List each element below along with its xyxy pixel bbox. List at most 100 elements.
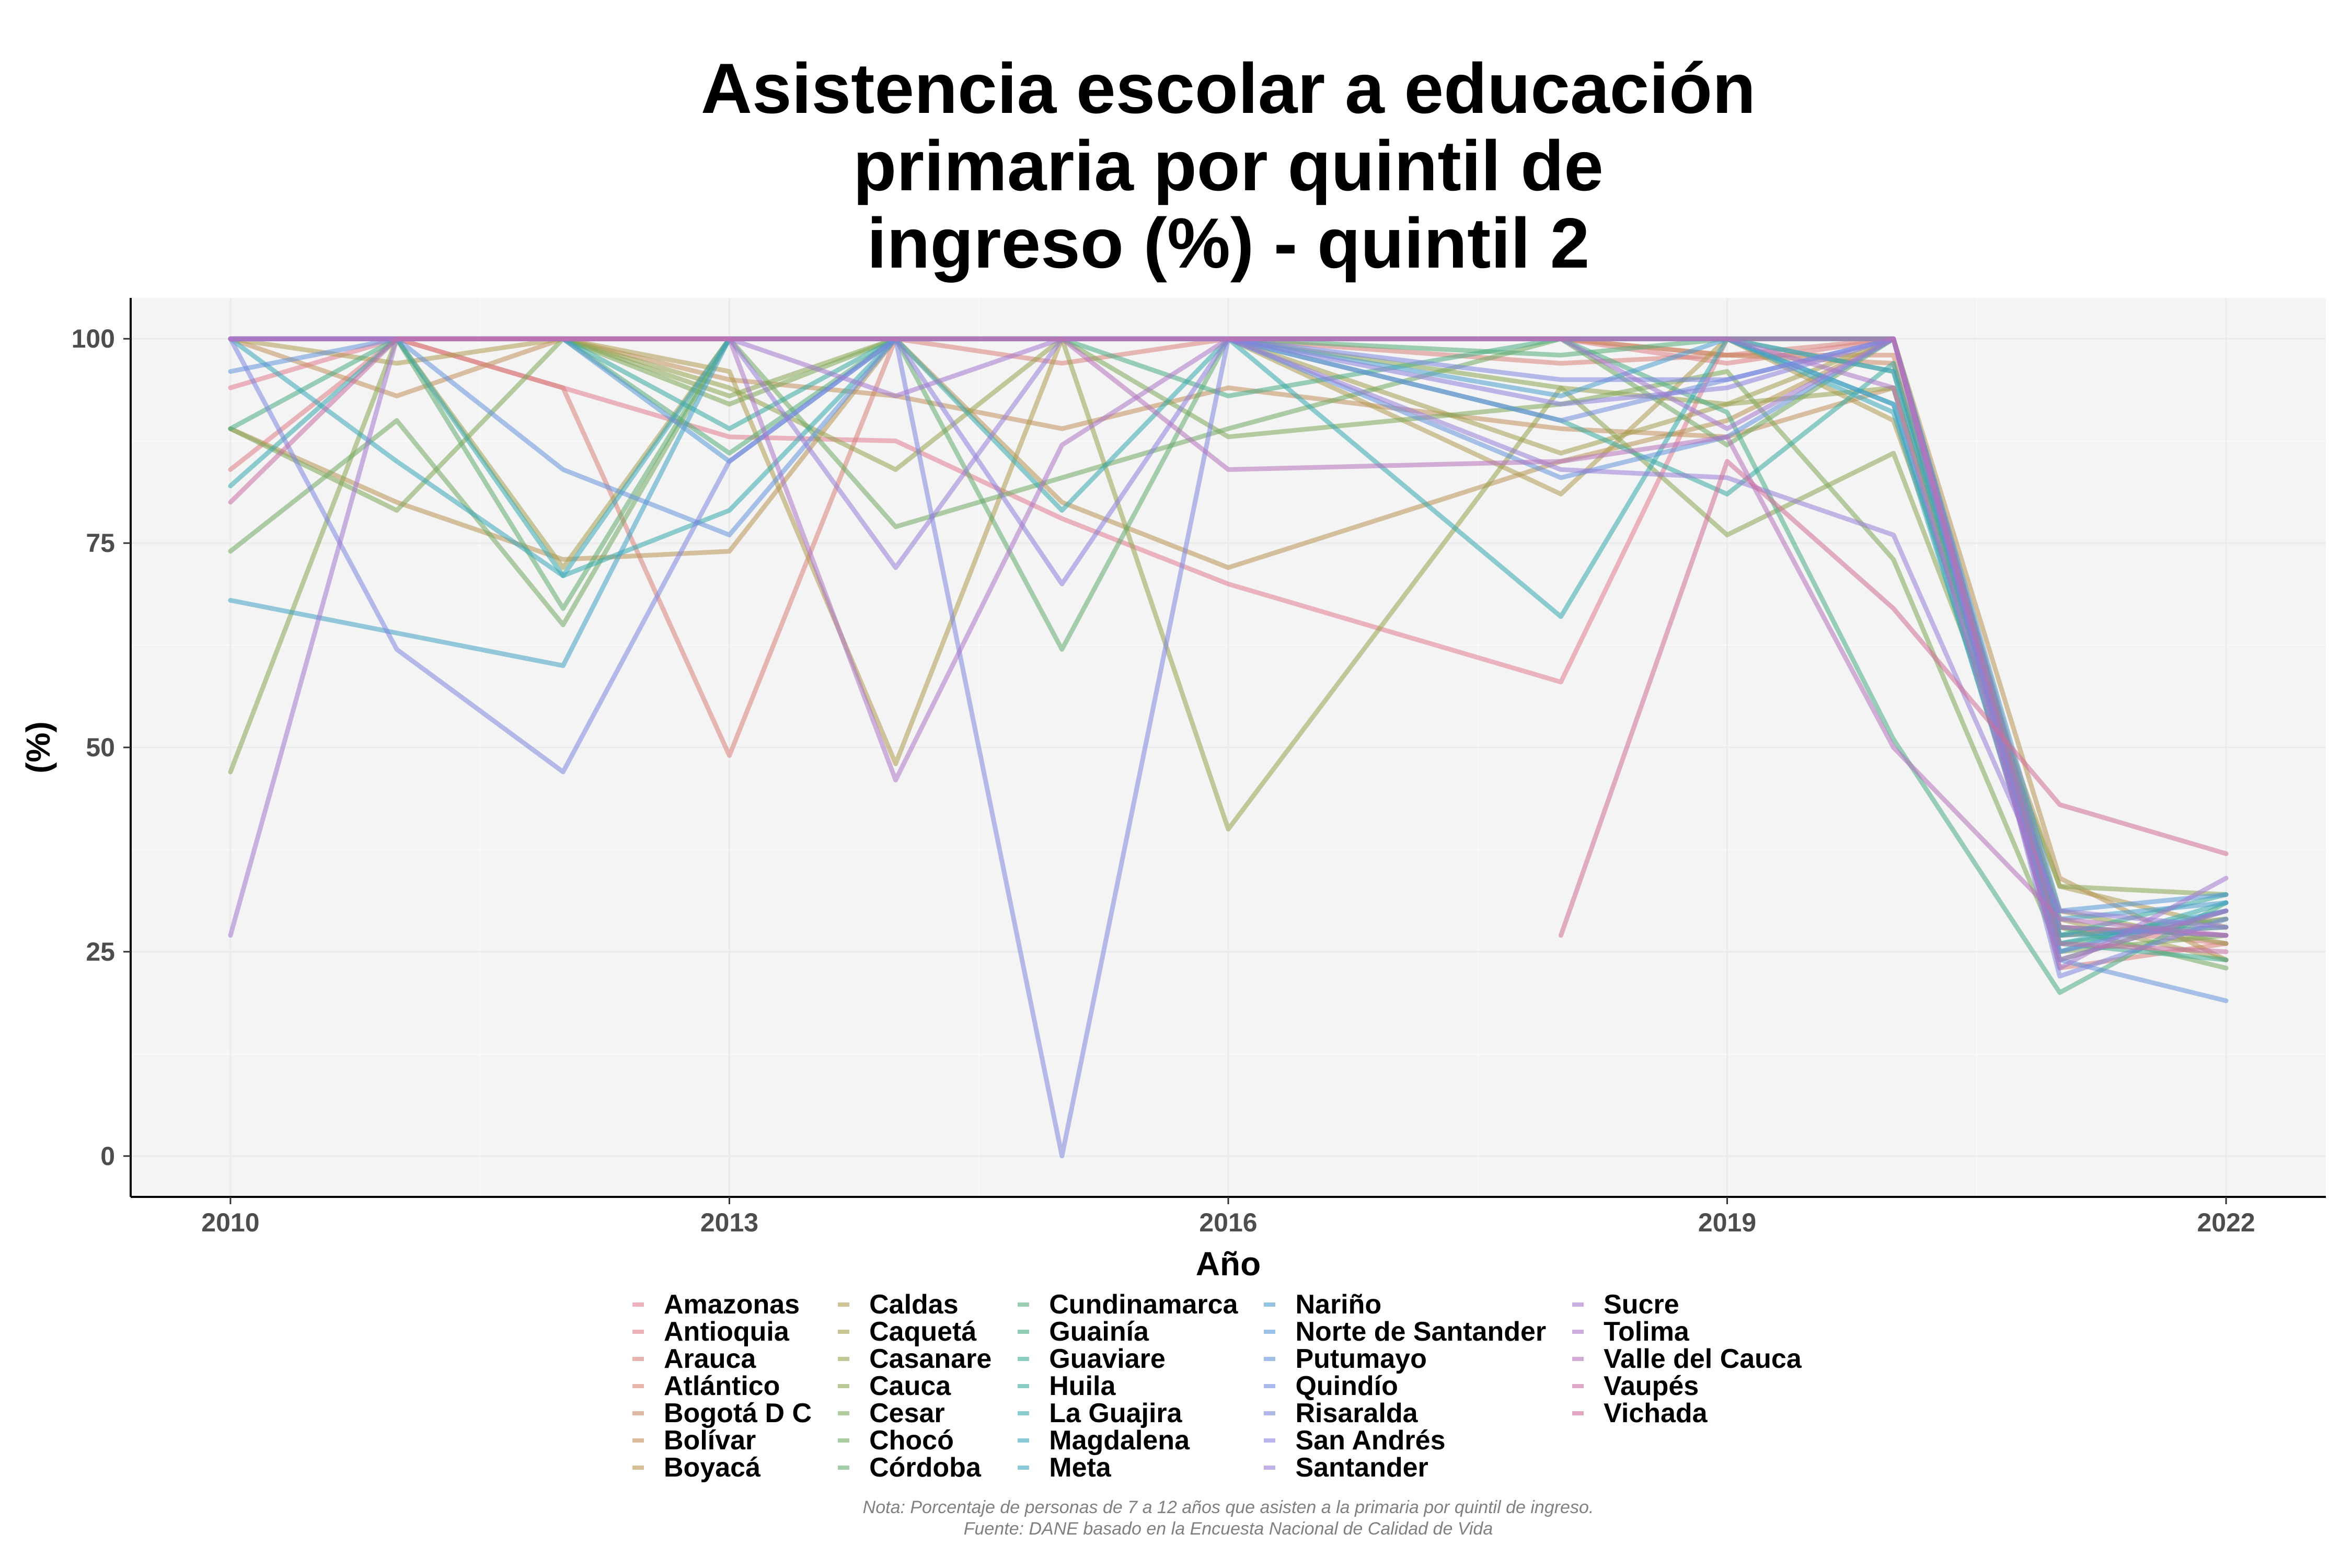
legend-key	[1018, 1438, 1030, 1443]
legend-key	[1018, 1302, 1030, 1307]
legend-key	[1264, 1357, 1276, 1361]
chart-title-line-3: ingreso (%) - quintil 2	[867, 203, 1590, 283]
legend-item: Amazonas	[632, 1291, 812, 1318]
legend-item: Sucre	[1572, 1291, 1802, 1318]
legend-item: Nariño	[1264, 1291, 1546, 1318]
legend-label: Córdoba	[869, 1452, 981, 1483]
legend-key	[632, 1384, 644, 1388]
x-tick-label: 2016	[1199, 1208, 1257, 1237]
legend: Amazonas Antioquia Arauca Atlántico Bogotá D…	[632, 1291, 1828, 1481]
legend-label: Putumayo	[1295, 1344, 1427, 1374]
legend-key	[632, 1357, 644, 1361]
legend-key	[632, 1411, 644, 1415]
legend-item: Norte de Santander	[1264, 1318, 1546, 1345]
legend-item: Bogotá D C	[632, 1400, 812, 1427]
legend-label: Atlántico	[664, 1371, 780, 1401]
legend-label: Bolívar	[664, 1425, 756, 1456]
legend-item: San Andrés	[1264, 1427, 1546, 1454]
legend-item: Guainía	[1018, 1318, 1238, 1345]
legend-item: Magdalena	[1018, 1427, 1238, 1454]
legend-label: Antioquia	[664, 1317, 789, 1347]
y-axis-label: (%)	[19, 721, 57, 774]
legend-label: Arauca	[664, 1344, 756, 1374]
legend-item: Casanare	[838, 1345, 991, 1373]
legend-item: Meta	[1018, 1454, 1238, 1481]
legend-item: Tolima	[1572, 1318, 1802, 1345]
legend-label: Guainía	[1049, 1317, 1149, 1347]
legend-key	[632, 1438, 644, 1443]
legend-label: Chocó	[869, 1425, 954, 1456]
y-tick-label: 100	[72, 324, 115, 353]
legend-label: Cesar	[869, 1398, 945, 1428]
legend-label: Risaralda	[1295, 1398, 1418, 1428]
legend-label: San Andrés	[1295, 1425, 1446, 1456]
y-tick-label: 0	[100, 1142, 115, 1171]
legend-column: Amazonas Antioquia Arauca Atlántico Bogotá D…	[632, 1291, 812, 1481]
legend-item: Cundinamarca	[1018, 1291, 1238, 1318]
legend-label: Tolima	[1604, 1317, 1689, 1347]
series-line	[228, 336, 2229, 954]
chart-source: Fuente: DANE basado en la Encuesta Nacio…	[963, 1519, 1493, 1539]
legend-item: Cesar	[838, 1400, 991, 1427]
legend-key	[1572, 1357, 1584, 1361]
legend-label: Valle del Cauca	[1604, 1344, 1802, 1374]
legend-label: Quindío	[1295, 1371, 1398, 1401]
legend-item: La Guajira	[1018, 1400, 1238, 1427]
y-tick-label: 25	[86, 937, 115, 966]
series-lines	[228, 336, 2229, 1159]
legend-label: Caquetá	[869, 1317, 977, 1347]
legend-item: Vaupés	[1572, 1373, 1802, 1400]
legend-label: La Guajira	[1049, 1398, 1182, 1428]
legend-key	[1264, 1384, 1276, 1388]
legend-item: Chocó	[838, 1427, 991, 1454]
x-tick-label: 2022	[2197, 1208, 2255, 1237]
x-tick-label: 2019	[1698, 1208, 1756, 1237]
legend-column: Nariño Norte de Santander Putumayo Quindío R…	[1264, 1291, 1546, 1481]
legend-key	[632, 1466, 644, 1470]
legend-label: Cauca	[869, 1371, 951, 1401]
legend-label: Meta	[1049, 1452, 1111, 1483]
legend-key	[1018, 1330, 1030, 1334]
legend-key	[632, 1302, 644, 1307]
legend-key	[1018, 1466, 1030, 1470]
legend-item: Quindío	[1264, 1373, 1546, 1400]
legend-key	[1264, 1438, 1276, 1443]
legend-label: Santander	[1295, 1452, 1428, 1483]
legend-item: Boyacá	[632, 1454, 812, 1481]
legend-key	[838, 1411, 850, 1415]
y-tick-label: 50	[86, 733, 115, 762]
legend-key	[1264, 1302, 1276, 1307]
legend-item: Cauca	[838, 1373, 991, 1400]
legend-label: Vaupés	[1604, 1371, 1699, 1401]
legend-item: Santander	[1264, 1454, 1546, 1481]
legend-key	[838, 1438, 850, 1443]
legend-item: Caldas	[838, 1291, 991, 1318]
legend-key	[632, 1330, 644, 1334]
legend-key	[1018, 1357, 1030, 1361]
chart-note: Nota: Porcentaje de personas de 7 a 12 a…	[862, 1497, 1594, 1517]
chart-title: Asistencia escolar a educación primaria …	[0, 50, 2352, 282]
legend-key	[838, 1384, 850, 1388]
x-tick-label: 2013	[700, 1208, 758, 1237]
legend-item: Bolívar	[632, 1427, 812, 1454]
legend-item: Valle del Cauca	[1572, 1345, 1802, 1373]
legend-item: Guaviare	[1018, 1345, 1238, 1373]
legend-key	[838, 1357, 850, 1361]
legend-item: Vichada	[1572, 1400, 1802, 1427]
legend-column: Sucre Tolima Valle del Cauca Vaupés Vichada	[1572, 1291, 1802, 1481]
series-line	[228, 336, 2229, 954]
legend-label: Bogotá D C	[664, 1398, 812, 1428]
legend-key	[1018, 1411, 1030, 1415]
y-axis-ticks: 0 25 50 75 100	[72, 324, 131, 1171]
legend-label: Vichada	[1604, 1398, 1708, 1428]
y-tick-label: 75	[86, 528, 115, 558]
legend-label: Norte de Santander	[1295, 1317, 1547, 1347]
legend-item: Atlántico	[632, 1373, 812, 1400]
legend-column: Caldas Caquetá Casanare Cauca Cesar Chocó Córd…	[838, 1291, 991, 1481]
legend-key	[1572, 1411, 1584, 1415]
x-tick-label: 2010	[201, 1208, 259, 1237]
legend-label: Nariño	[1295, 1289, 1382, 1320]
legend-item: Huila	[1018, 1373, 1238, 1400]
legend-key	[1264, 1411, 1276, 1415]
